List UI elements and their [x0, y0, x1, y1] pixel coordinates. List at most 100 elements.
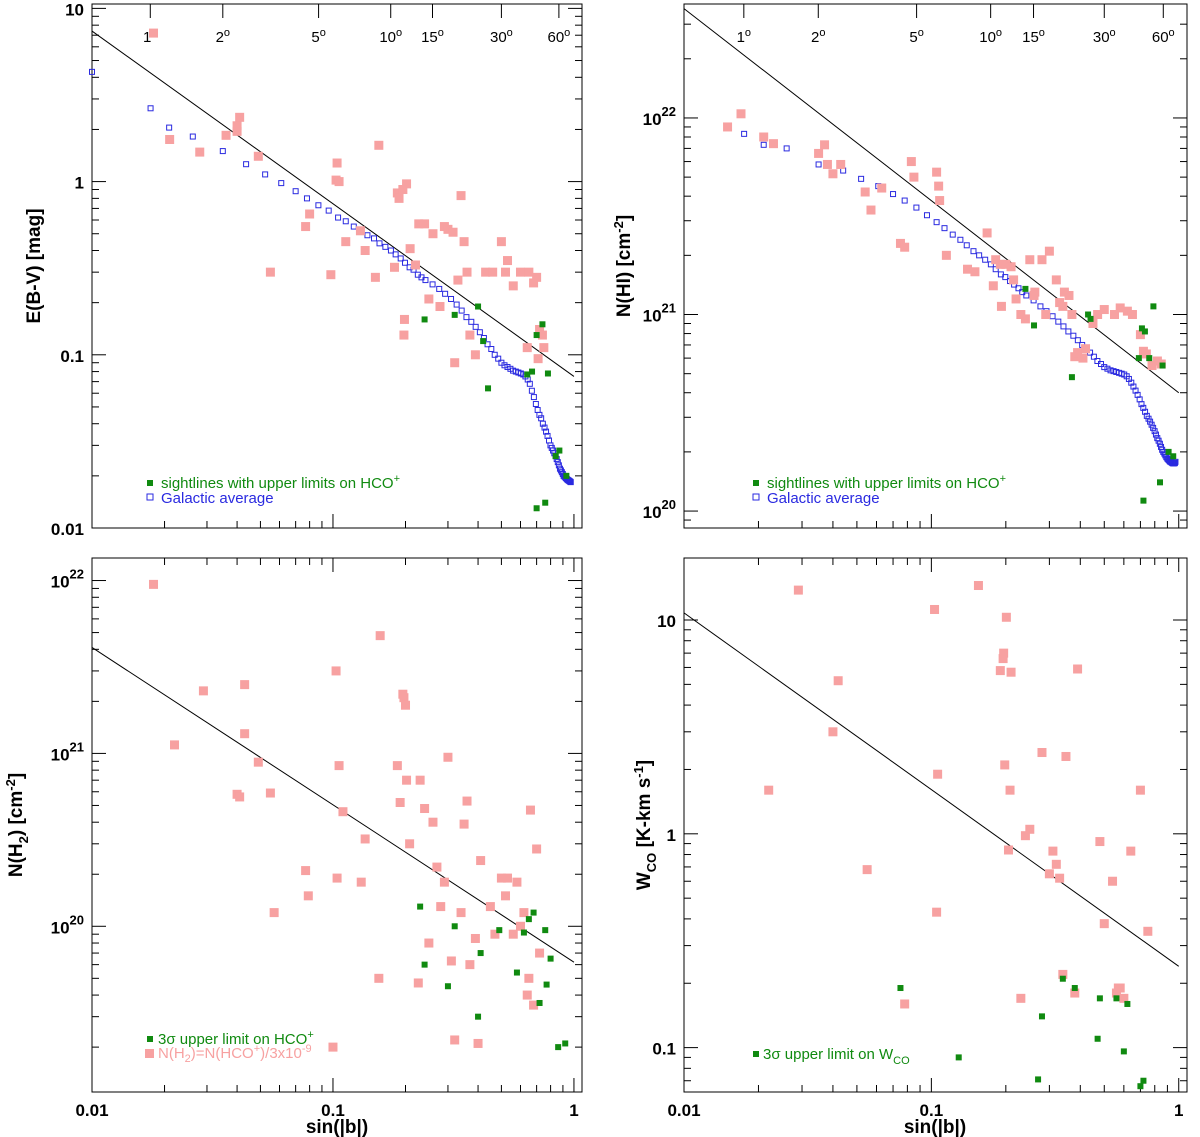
data-point-upper-limit: [475, 1013, 482, 1020]
data-point-detection: [301, 222, 311, 232]
data-point-detection: [450, 1035, 460, 1045]
data-point-detection: [446, 956, 456, 966]
x-tick-label: 0.01: [75, 1101, 108, 1120]
data-point-detection: [481, 267, 491, 277]
legend-item-upper-limit: 3σ upper limit on HCO+: [158, 1029, 314, 1048]
data-point-detection: [1037, 748, 1047, 758]
data-point-detection: [1122, 306, 1132, 316]
data-point-galactic-average: [1002, 274, 1009, 281]
data-point-detection: [305, 209, 315, 219]
y-axis-label: E(B-V) [mag]: [24, 208, 45, 323]
data-point-upper-limit: [1138, 325, 1145, 332]
data-point-detection: [269, 908, 279, 918]
data-point-detection: [265, 788, 275, 798]
data-marks: [683, 8, 1180, 504]
data-point-galactic-average: [1097, 361, 1104, 368]
data-point-galactic-average: [526, 380, 533, 387]
data-point-detection: [525, 805, 535, 815]
x-axis-label: sin(|b|): [306, 1117, 368, 1137]
data-point-detection: [519, 908, 529, 918]
data-point-detection: [240, 729, 250, 739]
data-point-detection: [529, 1000, 539, 1010]
data-point-detection: [995, 666, 1005, 676]
data-point-galactic-average: [1142, 408, 1149, 415]
angle-tick-label: 10o: [379, 27, 402, 46]
data-point-detection: [360, 834, 370, 844]
data-point-galactic-average: [567, 479, 574, 486]
data-point-galactic-average: [1055, 318, 1062, 325]
data-point-detection: [1064, 290, 1074, 300]
y-axis-label: WCO [K-km s-1]: [631, 760, 659, 890]
data-point-detection: [420, 804, 430, 814]
data-point-detection: [1001, 259, 1011, 269]
data-point-detection: [1005, 785, 1015, 795]
data-point-detection: [877, 183, 887, 193]
data-point-galactic-average: [429, 281, 436, 288]
angle-tick-label: 2o: [811, 27, 825, 46]
data-point-detection: [415, 775, 425, 785]
data-point-detection: [764, 785, 774, 795]
data-point-upper-limit: [417, 903, 424, 910]
data-point-detection: [1025, 824, 1035, 834]
data-point-detection: [1099, 305, 1109, 315]
data-point-galactic-average: [243, 161, 250, 168]
data-point-detection: [395, 798, 405, 808]
data-point-galactic-average: [219, 148, 226, 155]
legend-item-upper-limits: sightlines with upper limits on HCO+: [767, 473, 1006, 492]
data-point-detection: [900, 999, 910, 1009]
data-point-detection: [149, 28, 159, 38]
data-point-upper-limit: [1035, 1076, 1042, 1083]
data-point-detection: [1099, 919, 1109, 929]
data-point-detection: [723, 122, 733, 132]
data-point-detection: [398, 185, 408, 195]
data-point-galactic-average: [453, 301, 460, 308]
data-point-upper-limit: [520, 929, 527, 936]
data-point-detection: [405, 839, 415, 849]
data-point-galactic-average: [364, 232, 371, 239]
data-point-detection: [524, 973, 534, 983]
x-axis-label: sin(|b|): [904, 1117, 966, 1137]
data-point-galactic-average: [1015, 285, 1022, 292]
data-point-detection: [413, 978, 423, 988]
data-point-detection: [428, 229, 438, 239]
data-point-upper-limit: [1120, 1048, 1127, 1055]
data-point-detection: [490, 929, 500, 939]
data-point-detection: [932, 167, 942, 177]
data-point-detection: [999, 648, 1009, 658]
data-point-detection: [1081, 344, 1091, 354]
data-point-detection: [402, 179, 412, 189]
angle-tick-label: 5o: [311, 27, 325, 46]
panel-ebv: 0.010.11101o2o5o10o15o30o60o E(B-V) [mag…: [24, 0, 583, 539]
data-point-upper-limit: [1094, 1035, 1101, 1042]
data-point-upper-limit: [1085, 311, 1092, 318]
data-point-detection: [1051, 275, 1061, 285]
data-point-detection: [473, 1038, 483, 1048]
y-tick-label: 1: [75, 174, 84, 193]
data-point-detection: [1073, 348, 1083, 358]
data-point-detection: [866, 205, 876, 215]
data-point-galactic-average: [303, 195, 310, 202]
data-point-detection: [1001, 612, 1011, 622]
data-point-galactic-average: [292, 188, 299, 195]
data-point-detection: [1111, 988, 1121, 998]
data-point-upper-limit: [513, 969, 520, 976]
data-point-galactic-average: [1147, 418, 1154, 425]
data-point-detection: [253, 757, 263, 767]
data-marks: [91, 579, 575, 1052]
data-point-upper-limit: [542, 499, 549, 506]
data-point-detection: [515, 267, 525, 277]
legend: sightlines with upper limits on HCO+ Gal…: [146, 473, 400, 507]
legend-marker-green: [753, 480, 759, 486]
data-point-galactic-average: [382, 243, 389, 250]
data-point-upper-limit: [536, 999, 543, 1006]
data-point-upper-limit: [1087, 315, 1094, 322]
data-point-detection: [1135, 330, 1145, 340]
data-point-detection: [963, 264, 973, 274]
data-point-upper-limit: [477, 950, 484, 957]
data-point-detection: [356, 877, 366, 887]
data-point-detection: [828, 727, 838, 737]
data-point-detection: [535, 324, 545, 334]
data-point-detection: [1006, 667, 1016, 677]
data-point-upper-limit: [524, 371, 531, 378]
data-point-galactic-average: [554, 459, 561, 466]
